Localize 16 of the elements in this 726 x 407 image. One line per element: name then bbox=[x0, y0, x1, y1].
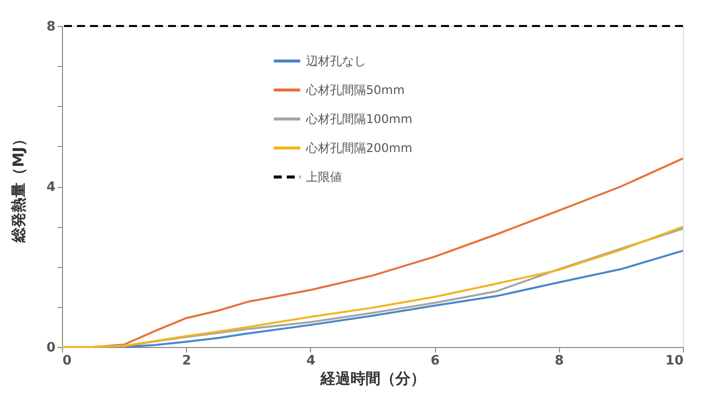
legend-label: 上限値 bbox=[306, 170, 342, 184]
legend-label: 心材孔間隔50mm bbox=[305, 83, 405, 97]
x-tick-label: 4 bbox=[306, 354, 316, 368]
x-tick-label: 10 bbox=[665, 354, 684, 368]
legend-label: 心材孔間隔200mm bbox=[305, 141, 412, 155]
x-tick-label: 6 bbox=[430, 354, 440, 368]
legend-label: 心材孔間隔100mm bbox=[305, 112, 412, 126]
x-tick-label: 2 bbox=[182, 354, 192, 368]
y-tick-label: 8 bbox=[46, 20, 56, 34]
y-axis-title: 総発熱量（MJ） bbox=[9, 132, 28, 244]
x-tick-label: 0 bbox=[62, 354, 72, 368]
y-tick-label: 4 bbox=[46, 180, 56, 195]
x-axis-title: 経過時間（分） bbox=[320, 370, 426, 388]
x-tick-label: 8 bbox=[554, 354, 564, 368]
legend-label: 辺材孔なし bbox=[306, 54, 366, 68]
y-tick-label: 0 bbox=[46, 340, 56, 356]
